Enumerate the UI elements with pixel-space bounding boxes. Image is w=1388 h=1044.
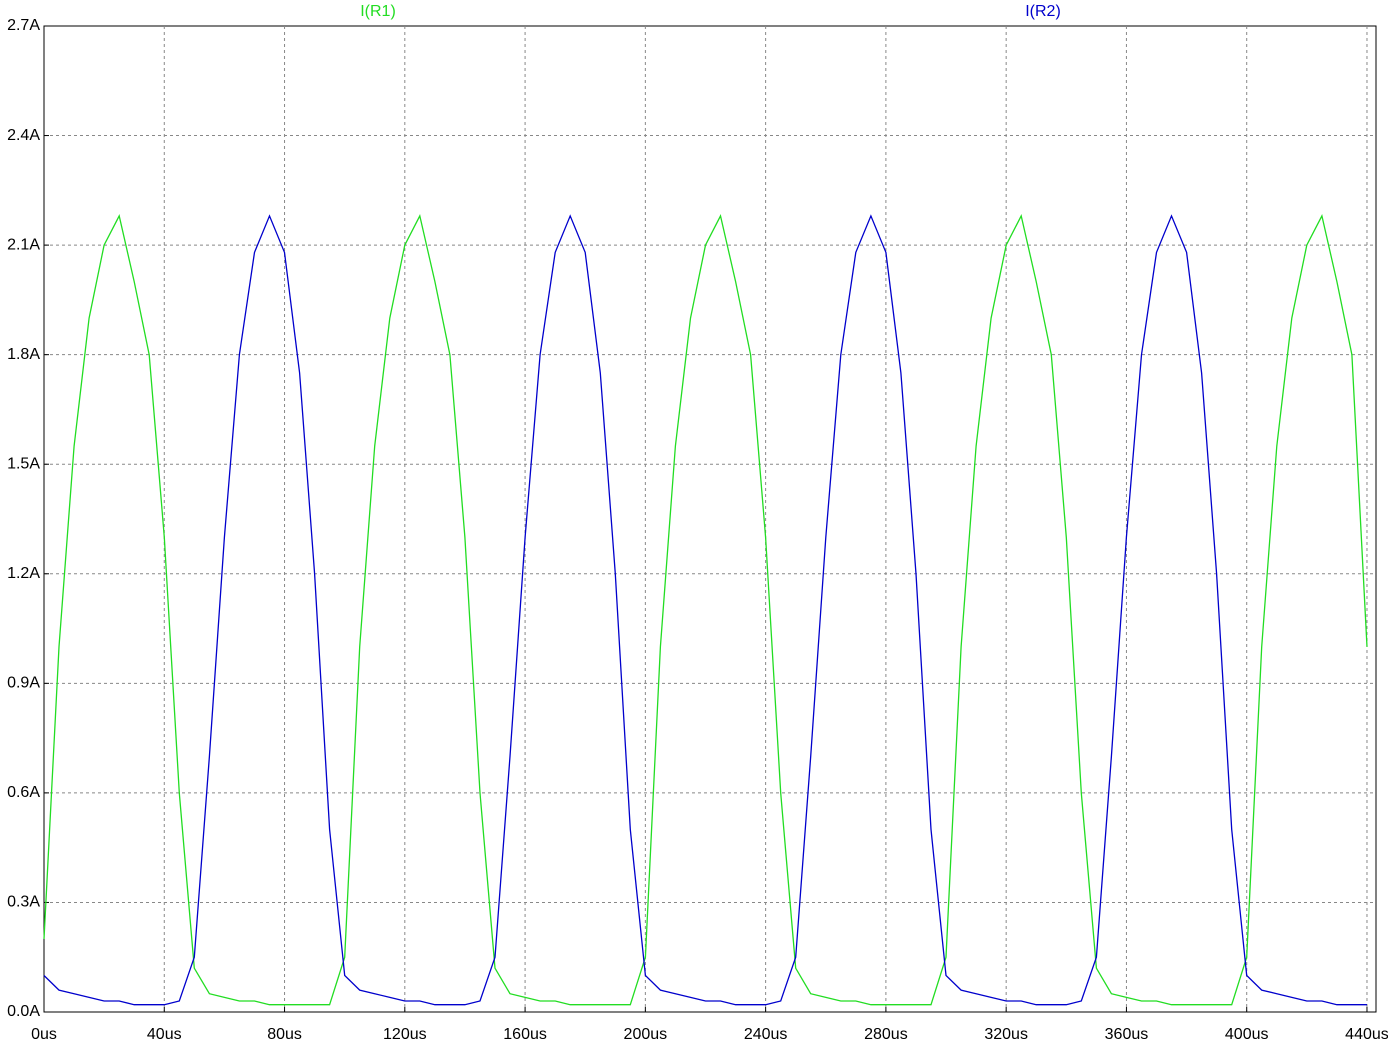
x-tick-label: 160us bbox=[503, 1026, 547, 1043]
series-line bbox=[43, 214, 1367, 1006]
y-tick-label: 1.8A bbox=[7, 346, 40, 363]
legend-label: I(R2) bbox=[1025, 3, 1061, 20]
y-tick-label: 0.3A bbox=[7, 894, 40, 911]
y-tick-label: 0.9A bbox=[7, 675, 40, 692]
x-tick-label: 320us bbox=[984, 1026, 1028, 1043]
x-tick-label: 400us bbox=[1225, 1026, 1269, 1043]
y-tick-label: 1.2A bbox=[7, 565, 40, 582]
y-tick-label: 1.5A bbox=[7, 455, 40, 472]
x-tick-label: 80us bbox=[267, 1026, 302, 1043]
x-tick-label: 440us bbox=[1345, 1026, 1388, 1043]
y-tick-label: 0.6A bbox=[7, 784, 40, 801]
x-tick-label: 40us bbox=[147, 1026, 182, 1043]
x-tick-label: 240us bbox=[744, 1026, 788, 1043]
series-line bbox=[43, 214, 1368, 1006]
y-tick-label: 2.1A bbox=[7, 236, 40, 253]
y-tick-label: 2.7A bbox=[7, 17, 40, 34]
x-tick-label: 0us bbox=[31, 1026, 57, 1043]
y-tick-label: 0.0A bbox=[7, 1003, 40, 1020]
plot-frame bbox=[43, 25, 1377, 1013]
x-tick-label: 280us bbox=[864, 1026, 908, 1043]
y-tick-label: 2.4A bbox=[7, 127, 40, 144]
legend-label: I(R1) bbox=[360, 3, 396, 20]
x-tick-label: 360us bbox=[1105, 1026, 1149, 1043]
x-tick-label: 200us bbox=[624, 1026, 668, 1043]
x-tick-label: 120us bbox=[383, 1026, 427, 1043]
